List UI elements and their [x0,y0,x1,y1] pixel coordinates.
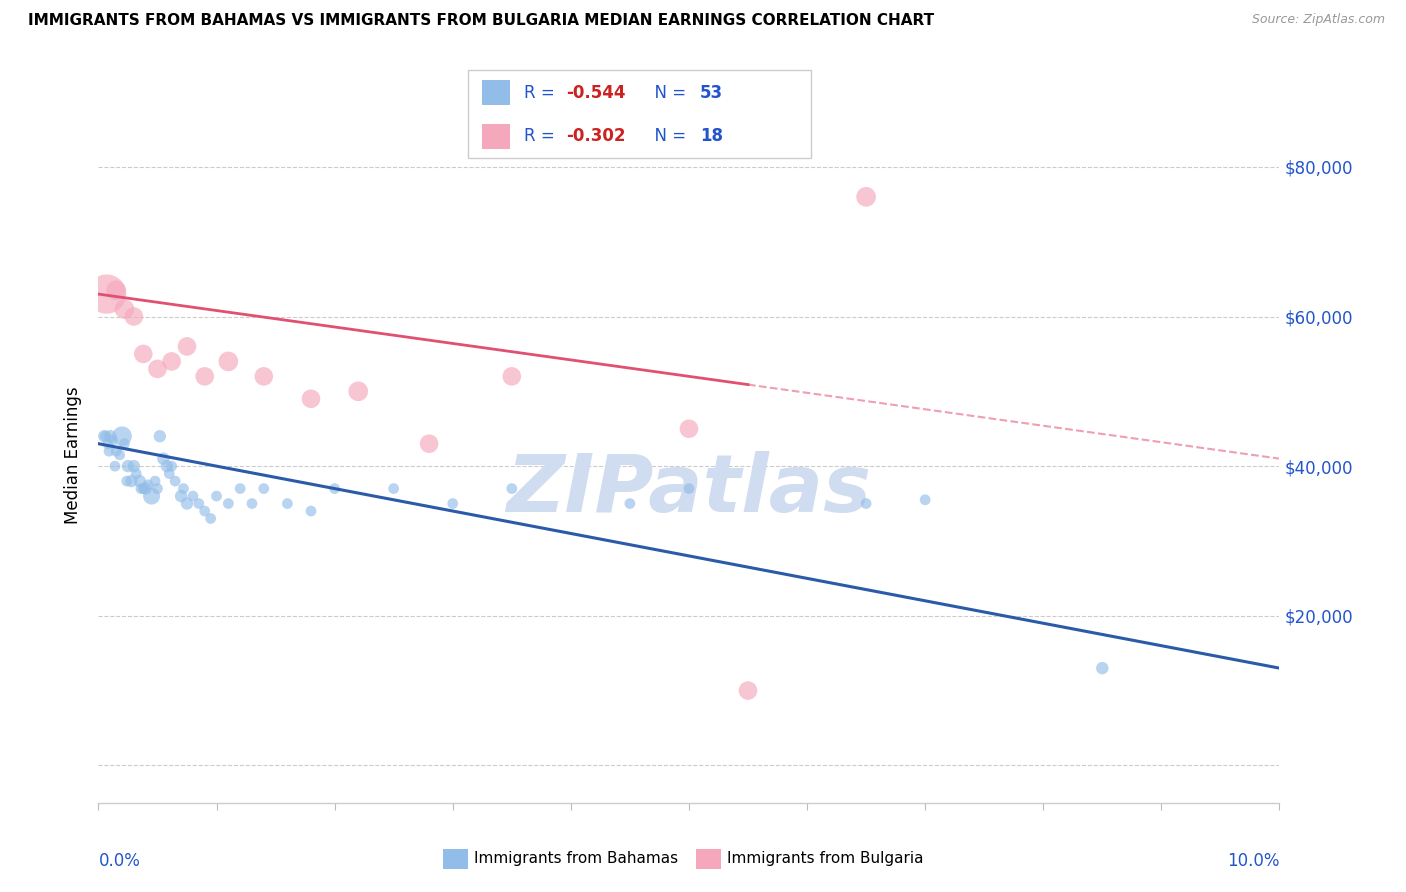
Point [101,433,124,447]
Point [112,301,135,316]
Text: Source: ZipAtlas.com: Source: ZipAtlas.com [1251,13,1385,27]
Point [122,310,145,324]
Text: Immigrants from Bahamas: Immigrants from Bahamas [474,851,678,865]
Point [104,459,127,474]
Text: N =: N = [644,128,692,145]
Point [98,429,121,443]
Point [105,444,128,458]
Point [117,459,139,474]
Text: R =: R = [524,84,561,102]
Point [299,504,322,518]
Point [129,482,152,496]
Point [678,482,700,496]
Point [1091,661,1114,675]
Point [678,422,700,436]
Point [299,392,322,406]
Point [229,482,252,496]
Text: R =: R = [524,128,561,145]
Point [146,482,169,496]
Point [441,497,464,511]
Point [194,504,217,518]
Point [125,467,148,481]
Point [160,459,183,474]
Point [217,497,239,511]
Point [157,467,180,481]
Y-axis label: Median Earnings: Median Earnings [65,386,83,524]
Point [156,459,179,474]
Point [135,482,157,496]
Point [143,474,166,488]
Point [200,511,222,525]
Point [217,354,239,368]
Point [141,489,163,503]
Point [93,429,115,443]
Point [160,354,183,368]
Point [737,683,759,698]
Point [501,482,523,496]
Point [205,489,228,503]
Point [170,489,193,503]
Point [146,362,169,376]
Text: -0.302: -0.302 [567,128,626,145]
Text: 53: 53 [700,84,723,102]
Point [97,436,120,450]
Point [501,369,523,384]
Point [176,339,198,353]
Point [253,482,276,496]
Point [855,190,877,204]
Point [128,474,150,488]
Point [132,347,155,361]
Point [187,497,209,511]
Point [172,482,194,496]
Text: Immigrants from Bulgaria: Immigrants from Bulgaria [727,851,924,865]
Point [149,429,172,443]
Point [276,497,298,511]
Point [122,459,145,474]
Point [240,497,263,511]
Point [323,482,346,496]
Point [121,474,143,488]
Point [115,474,138,488]
Text: 18: 18 [700,128,723,145]
Point [98,444,121,458]
Text: IMMIGRANTS FROM BAHAMAS VS IMMIGRANTS FROM BULGARIA MEDIAN EARNINGS CORRELATION : IMMIGRANTS FROM BAHAMAS VS IMMIGRANTS FR… [28,13,934,29]
Point [253,369,276,384]
Point [347,384,370,399]
Point [382,482,405,496]
Point [855,497,877,511]
Point [418,436,440,450]
Point [112,436,135,450]
Point [619,497,641,511]
Text: 10.0%: 10.0% [1227,852,1279,870]
Text: N =: N = [644,84,692,102]
Point [165,474,187,488]
Point [94,429,117,443]
Point [194,369,217,384]
Point [111,429,134,443]
Text: -0.544: -0.544 [567,84,626,102]
Point [152,451,174,466]
Point [136,478,159,492]
Point [176,497,198,511]
Text: ZIPatlas: ZIPatlas [506,450,872,529]
Point [96,287,118,301]
Text: 0.0%: 0.0% [98,852,141,870]
Point [914,492,936,507]
Point [105,283,128,297]
Point [108,448,131,462]
Point [181,489,204,503]
Point [132,482,155,496]
